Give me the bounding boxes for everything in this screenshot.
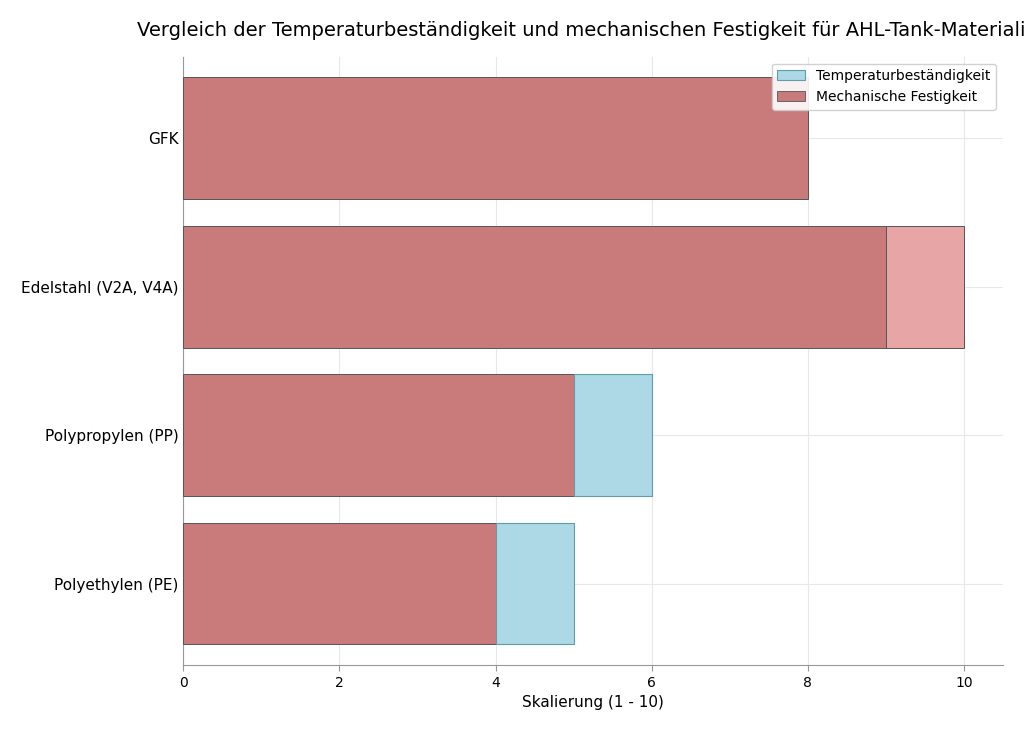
Bar [183, 374, 573, 496]
Bar [183, 226, 886, 347]
Bar [183, 523, 496, 645]
Bar [573, 374, 651, 496]
Title: Vergleich der Temperaturbeständigkeit und mechanischen Festigkeit für AHL-Tank-M: Vergleich der Temperaturbeständigkeit un… [137, 20, 1024, 39]
X-axis label: Skalierung (1 - 10): Skalierung (1 - 10) [522, 695, 665, 711]
Bar [496, 523, 573, 645]
Bar [886, 226, 965, 347]
Bar [183, 77, 808, 199]
Legend: Temperaturbeständigkeit, Mechanische Festigkeit: Temperaturbeständigkeit, Mechanische Fes… [772, 64, 996, 110]
